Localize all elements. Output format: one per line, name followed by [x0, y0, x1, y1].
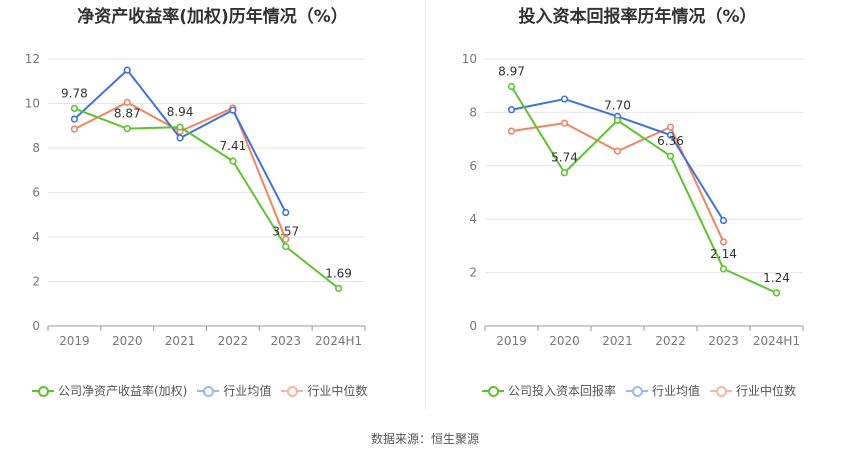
- data-point-company: [70, 104, 79, 112]
- data-point-company: [282, 242, 290, 251]
- legend-item-avg-roe[interactable]: 行业均值: [197, 382, 271, 399]
- legend-label: 行业均值: [652, 384, 701, 398]
- data-point-avg: [123, 66, 131, 74]
- y-tick-label: 12: [25, 52, 40, 66]
- data-label: 5.74: [551, 151, 578, 165]
- data-point-median: [507, 127, 516, 135]
- data-point-company: [229, 157, 237, 165]
- legend-item-median-roe[interactable]: 行业中位数: [281, 382, 367, 399]
- series-line-median: [73, 101, 287, 240]
- legend-label: 公司净资产收益率(加权): [58, 384, 188, 398]
- data-point-avg: [70, 115, 79, 123]
- x-tick-label: 2019: [496, 334, 527, 348]
- chart-title-roic: 投入资本回报率历年情况（%）: [518, 7, 757, 27]
- data-point-avg: [719, 216, 728, 225]
- data-label: 8.87: [114, 107, 141, 121]
- data-point-avg: [666, 131, 675, 139]
- data-point-company: [507, 82, 516, 91]
- x-tick-label: 2022: [218, 334, 249, 348]
- x-tick-label: 2020: [549, 334, 580, 348]
- legend-swatch-median: [710, 385, 733, 397]
- data-label: 1.69: [325, 266, 352, 280]
- x-tick-label: 2020: [112, 334, 143, 348]
- data-point-company: [666, 152, 675, 160]
- y-tick-label: 6: [469, 159, 477, 173]
- legend-item-median-roic[interactable]: 行业中位数: [710, 382, 796, 399]
- legend-item-company-roe[interactable]: 公司净资产收益率(加权): [32, 382, 187, 399]
- data-label: 8.94: [167, 105, 194, 119]
- data-point-company: [613, 116, 622, 125]
- data-point-median: [560, 119, 569, 127]
- x-tick-label: 2022: [655, 334, 686, 348]
- y-tick-label: 10: [462, 52, 477, 66]
- series-line-median: [511, 122, 725, 243]
- y-tick-label: 2: [32, 275, 40, 289]
- x-tick-label: 2024H1: [753, 334, 800, 348]
- data-point-median: [666, 123, 675, 131]
- data-point-company: [560, 169, 569, 177]
- x-tick-label: 2021: [165, 334, 196, 348]
- y-tick-label: 8: [469, 105, 477, 119]
- data-point-median: [123, 98, 131, 106]
- data-point-company: [334, 284, 343, 292]
- x-tick-label: 2023: [270, 334, 301, 348]
- data-point-avg: [282, 208, 290, 217]
- x-tick-label: 2023: [708, 334, 739, 348]
- legend-swatch-avg: [626, 385, 649, 397]
- data-label: 8.97: [498, 65, 525, 79]
- data-source: 数据来源：恒生聚源: [370, 432, 479, 446]
- y-tick-label: 4: [469, 212, 477, 226]
- y-tick-label: 0: [32, 319, 40, 333]
- data-point-median: [719, 238, 728, 246]
- data-point-avg: [507, 106, 516, 114]
- data-label: 1.24: [763, 271, 790, 285]
- legend-label: 行业中位数: [736, 384, 797, 398]
- data-point-company: [772, 289, 781, 297]
- data-label: 9.78: [61, 86, 88, 100]
- y-tick-label: 10: [25, 97, 40, 111]
- legend-swatch-company: [482, 385, 504, 397]
- y-tick-label: 8: [32, 141, 40, 155]
- legend-label: 公司投入资本回报率: [508, 384, 617, 398]
- data-point-median: [613, 147, 622, 155]
- data-point-median: [282, 235, 290, 243]
- y-tick-label: 6: [32, 186, 40, 200]
- series-line-company: [74, 107, 340, 290]
- data-point-avg: [229, 106, 237, 114]
- y-tick-label: 4: [32, 230, 40, 244]
- data-point-avg: [560, 95, 569, 103]
- data-point-company: [719, 265, 728, 273]
- chart-title-roe: 净资产收益率(加权)历年情况（%）: [77, 7, 348, 27]
- data-label: 2.14: [710, 247, 737, 261]
- legend-item-avg-roic[interactable]: 行业均值: [626, 382, 700, 399]
- legend-item-company-roic[interactable]: 公司投入资本回报率: [482, 382, 616, 399]
- y-tick-label: 2: [469, 266, 477, 280]
- data-point-avg: [176, 134, 184, 142]
- legend-label: 行业中位数: [307, 384, 368, 398]
- legend-roe: 公司净资产收益率(加权) 行业均值 行业中位数: [32, 382, 377, 399]
- data-point-company: [123, 125, 131, 133]
- legend-swatch-avg: [197, 385, 220, 397]
- x-tick-label: 2019: [59, 334, 90, 348]
- legend-label: 行业均值: [223, 384, 272, 398]
- legend-swatch-company: [32, 385, 54, 397]
- legend-swatch-median: [281, 385, 304, 397]
- y-tick-label: 0: [469, 319, 477, 333]
- data-label: 6.36: [657, 134, 684, 148]
- series-line-company: [510, 85, 777, 294]
- data-label: 7.70: [604, 98, 631, 112]
- x-tick-label: 2024H1: [315, 334, 362, 348]
- data-label: 3.57: [272, 225, 299, 239]
- legend-roic: 公司投入资本回报率 行业均值 行业中位数: [482, 382, 806, 399]
- data-label: 7.41: [220, 139, 247, 153]
- data-point-company: [176, 123, 184, 131]
- data-point-median: [70, 125, 79, 133]
- x-tick-label: 2021: [602, 334, 633, 348]
- panel-divider: [425, 0, 426, 410]
